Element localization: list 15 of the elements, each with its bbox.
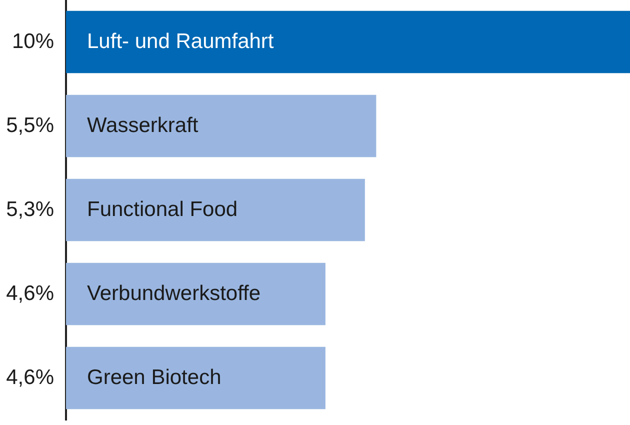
data-label: 4,6% <box>6 282 54 305</box>
y-tick-label: Green Biotech <box>87 366 222 389</box>
bar <box>66 94 376 158</box>
bar <box>66 10 630 74</box>
bar <box>66 178 365 242</box>
bar <box>66 262 326 326</box>
y-tick-label: Functional Food <box>87 198 238 221</box>
y-tick-label: Luft- und Raumfahrt <box>87 30 274 53</box>
data-label: 10% <box>12 30 54 53</box>
data-label: 5,3% <box>6 198 54 221</box>
y-tick-label: Wasserkraft <box>87 114 198 137</box>
y-tick-label: Verbundwerkstoffe <box>87 282 261 305</box>
data-label: 4,6% <box>6 366 54 389</box>
bar <box>66 346 326 410</box>
data-label: 5,5% <box>6 114 54 137</box>
